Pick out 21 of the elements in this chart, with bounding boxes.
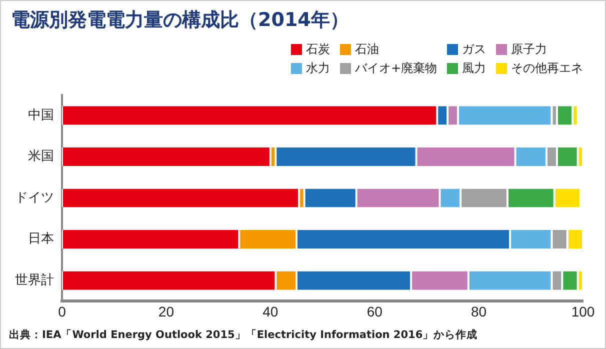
x-tick-label: 60 bbox=[366, 303, 383, 320]
x-tick-label: 80 bbox=[471, 303, 487, 320]
chart-title: 電源別発電電力量の構成比（2014年） bbox=[11, 8, 349, 33]
legend-label: 風力 bbox=[462, 60, 486, 77]
y-tick-label: ドイツ bbox=[15, 190, 54, 206]
legend-label: ガス bbox=[462, 41, 486, 58]
x-tick-label: 40 bbox=[262, 303, 278, 320]
legend-label: その他再エネ bbox=[511, 60, 583, 77]
x-tick-label: 100 bbox=[571, 303, 595, 320]
legend-label: 原子力 bbox=[511, 41, 547, 58]
legend-label: 石炭 bbox=[306, 41, 330, 58]
y-tick-label: 日本 bbox=[28, 232, 54, 247]
y-tick-label: 世界計 bbox=[15, 272, 54, 288]
legend-label: 水力 bbox=[306, 60, 330, 77]
y-tick-label: 米国 bbox=[28, 149, 54, 164]
legend-label: 石油 bbox=[354, 41, 379, 58]
source-note: 出典：IEA「World Energy Outlook 2015」「Electricity Information 2016」から作成 bbox=[9, 328, 478, 342]
y-tick-label: 中国 bbox=[28, 108, 54, 123]
x-tick-label: 20 bbox=[158, 303, 174, 320]
x-tick-label: 0 bbox=[58, 303, 66, 320]
legend-label: バイオ+廃棄物 bbox=[354, 60, 437, 77]
